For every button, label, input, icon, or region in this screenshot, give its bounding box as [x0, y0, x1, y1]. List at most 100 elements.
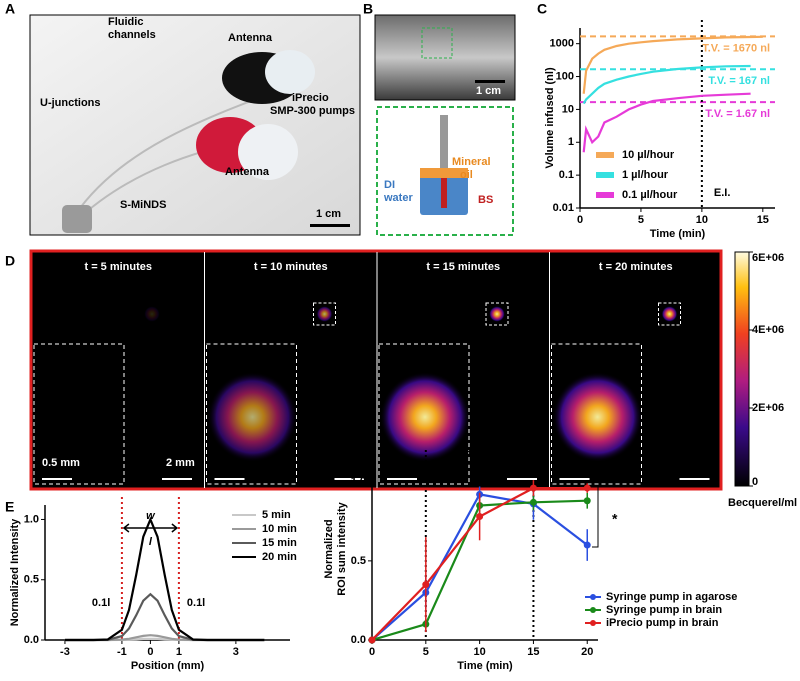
data-point: [583, 497, 591, 505]
x-tick-label: 0: [577, 214, 583, 226]
pump-shell: [265, 50, 315, 94]
panel-label: E: [5, 499, 14, 515]
scale-bar: [559, 478, 590, 480]
legend-marker: [590, 594, 596, 600]
legend-label: 20 min: [262, 551, 297, 563]
data-point: [476, 513, 484, 521]
frame-title: t = 15 minutes: [426, 261, 500, 273]
photo-label: SMP-300 pumps: [270, 105, 355, 117]
x-tick-label: 15: [757, 214, 769, 226]
data-point: [422, 581, 430, 589]
x-tick-label: 0: [147, 646, 153, 658]
panel-label: F: [335, 453, 344, 469]
x-tick-label: 5: [423, 646, 429, 658]
colorbar-label: Becquerel/ml: [728, 497, 797, 509]
y-tick-label: 100: [556, 70, 574, 82]
series-line: [582, 35, 763, 94]
brain-surrogate: [441, 178, 447, 208]
inset: [378, 343, 470, 485]
schematic-label: oil: [460, 169, 473, 181]
x-axis-label: Position (mm): [131, 660, 205, 672]
x-tick-label: 10: [696, 214, 708, 226]
legend-label: 15 min: [262, 537, 297, 549]
roi-box: [485, 302, 509, 326]
panel-label: B: [363, 1, 373, 17]
scale-bar: [310, 224, 350, 227]
x-tick-label: 1: [176, 646, 182, 658]
inset-spot: [207, 372, 298, 462]
scale-bar: [334, 478, 365, 480]
legend-label: 1 µl/hour: [622, 169, 669, 181]
photo-label: channels: [108, 29, 156, 41]
y-tick-label: 0.01: [553, 202, 574, 214]
legend-label: 10 min: [262, 523, 297, 535]
annotation: w: [146, 510, 156, 522]
photo-label: U-junctions: [40, 97, 101, 109]
frame-title: t = 5 minutes: [84, 261, 152, 273]
data-point: [583, 484, 591, 492]
y-axis-label: Normalized: [323, 519, 335, 578]
x-tick-label: 5: [638, 214, 644, 226]
x-tick-label: 0: [369, 646, 375, 658]
y-tick-label: 0.5: [24, 574, 39, 586]
annotation: Infusion: [458, 448, 501, 460]
legend-swatch: [596, 172, 614, 178]
x-tick-label: -1: [117, 646, 127, 658]
colorbar: [734, 251, 750, 487]
x-tick-label: 15: [527, 646, 539, 658]
annotation: T.V. = 167 nl: [708, 75, 770, 87]
legend-marker: [590, 620, 596, 626]
frame-title: t = 10 minutes: [254, 261, 328, 273]
x-axis-label: Time (min): [457, 660, 513, 672]
roi-box: [421, 27, 453, 59]
panel-label: D: [5, 253, 15, 269]
scale-bar: [42, 478, 72, 480]
legend-label: Syringe pump in agarose: [606, 591, 737, 603]
photo-label: Antenna: [228, 32, 273, 44]
signal-spot: [316, 306, 333, 322]
legend-label: 0.1 µl/hour: [622, 189, 678, 201]
scale-label: 1 cm: [316, 208, 341, 220]
series-line: [64, 516, 265, 642]
x-tick-label: -3: [60, 646, 70, 658]
annotation: T.V. = 1.67 nl: [705, 108, 770, 120]
scale-bar: [507, 478, 537, 480]
colorbar-tick-label: 2E+06: [752, 402, 784, 414]
pump-shell: [238, 124, 298, 180]
legend-label: 10 µl/hour: [622, 149, 675, 161]
oil: [420, 168, 468, 178]
colorbar-tick-label: 0: [752, 476, 758, 488]
data-point: [583, 541, 591, 549]
annotation: l: [149, 536, 153, 548]
roi-box: [658, 302, 681, 326]
series-line: [582, 64, 751, 105]
photo-label: Fluidic: [108, 16, 143, 28]
data-point: [529, 498, 537, 506]
legend-label: 5 min: [262, 509, 291, 521]
x-axis-label: Time (min): [650, 228, 706, 240]
data-point: [529, 484, 537, 492]
vline-label: E.I.: [714, 187, 731, 199]
y-tick-label: 0.0: [351, 634, 366, 646]
legend-swatch: [596, 152, 614, 158]
inset-spot: [380, 372, 470, 462]
signal-spot: [144, 306, 160, 322]
series-line: [582, 92, 751, 153]
y-tick-label: 1000: [550, 38, 574, 50]
legend-swatch: [596, 192, 614, 198]
signal-spot: [489, 306, 505, 322]
photo-label: Antenna: [225, 166, 270, 178]
legend-label: iPrecio pump in brain: [606, 617, 719, 629]
y-axis-label: ROI sum intensity: [336, 501, 348, 595]
colorbar-tick-label: 6E+06: [752, 252, 784, 264]
scale-label: 2 mm: [166, 457, 195, 469]
y-axis-label: Normalized Intensity: [9, 518, 21, 626]
roi-box: [313, 302, 336, 326]
y-tick-label: 1.0: [351, 476, 366, 488]
x-tick-label: 20: [581, 646, 593, 658]
schematic-label: DI: [384, 179, 395, 191]
y-tick-label: 0.1: [559, 169, 574, 181]
inset: [33, 343, 125, 485]
schematic-label: BS: [478, 194, 493, 206]
